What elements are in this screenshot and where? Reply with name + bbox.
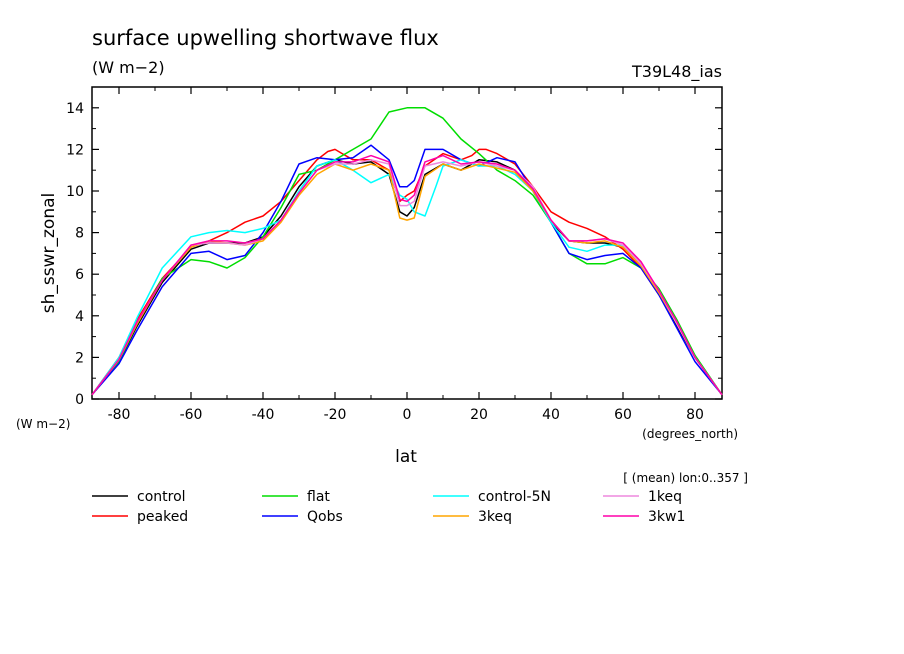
series-line-3kw1 (91, 154, 723, 396)
legend-label: peaked (137, 509, 188, 525)
x-tick-label: 60 (614, 407, 632, 423)
averaging-note: [ (mean) lon:0..357 ] (623, 471, 748, 485)
series-line-peaked (91, 148, 723, 396)
series-line-flat (91, 107, 723, 396)
x-tick-label: -60 (180, 407, 203, 423)
legend-label: 3kw1 (648, 509, 685, 525)
x-tick-label: -20 (324, 407, 347, 423)
y-tick-label: 8 (75, 226, 84, 242)
x-tick-label: 0 (403, 407, 412, 423)
y-tick-label: 14 (66, 101, 84, 117)
y-tick-label: 0 (75, 392, 84, 408)
legend-label: flat (307, 489, 330, 505)
y-axis-label: sh_sswr_zonal (39, 193, 59, 313)
y-tick-label: 12 (66, 142, 84, 158)
plot-frame (91, 86, 723, 400)
legend-label: control-5N (478, 489, 551, 505)
x-tick-label: 80 (686, 407, 704, 423)
series-line-control-5n (91, 159, 723, 396)
y-tick-label: 10 (66, 184, 84, 200)
chart-title: surface upwelling shortwave flux (92, 26, 439, 50)
x-tick-label: -80 (108, 407, 131, 423)
series-line-qobs (91, 144, 723, 396)
x-tick-label: 40 (542, 407, 560, 423)
x-tick-label: 20 (470, 407, 488, 423)
x-tick-label: -40 (252, 407, 275, 423)
experiment-label: T39L48_ias (631, 62, 722, 82)
legend-label: 3keq (478, 509, 512, 525)
y-tick-label: 2 (75, 350, 84, 366)
legend-label: Qobs (307, 509, 343, 525)
legend-label: 1keq (648, 489, 682, 505)
plot-area: -80 -60 -40 -20 0 20 40 60 80 0 2 4 6 8 10 12 14 (66, 86, 723, 423)
y-tick-label: 6 (75, 267, 84, 283)
y-axis-units: (W m−2) (16, 417, 70, 431)
legend-label: control (137, 489, 186, 505)
x-axis-units: (degrees_north) (642, 427, 738, 441)
legend: control peaked flat Qobs control-5N 3keq 1keq 3… (92, 489, 685, 525)
y-tick-label: 4 (75, 309, 84, 325)
title-units: (W m−2) (92, 58, 165, 77)
x-axis-label: lat (395, 447, 417, 467)
